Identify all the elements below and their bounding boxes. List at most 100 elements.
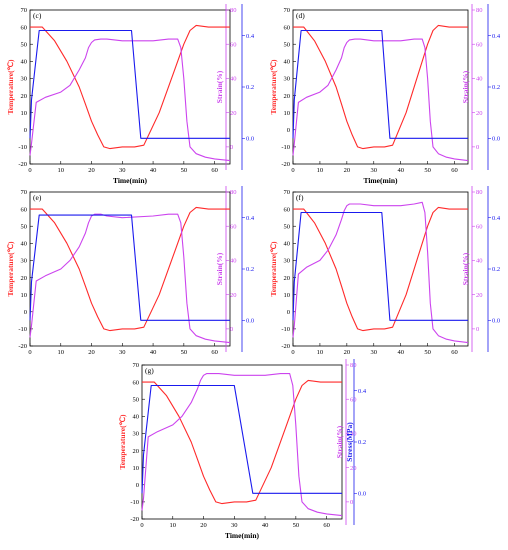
x-tick-label: 30 xyxy=(119,167,126,174)
x-tick-label: 50 xyxy=(424,349,431,356)
temperature-tick-label: 0 xyxy=(24,127,27,134)
x-tick-label: 40 xyxy=(397,167,404,174)
temperature-line xyxy=(30,24,230,150)
panel-label: (c) xyxy=(33,11,42,20)
temperature-tick-label: 0 xyxy=(287,127,290,134)
temperature-tick-label: 50 xyxy=(21,41,28,48)
x-tick-label: 30 xyxy=(371,349,378,356)
strain-tick-label: 80 xyxy=(350,362,357,369)
temperature-line xyxy=(142,379,342,505)
temperature-tick-label: -10 xyxy=(130,499,139,506)
x-tick-label: 40 xyxy=(150,167,157,174)
plot-frame xyxy=(29,191,231,347)
temperature-tick-label: -10 xyxy=(281,326,290,333)
strain-tick-label: 0 xyxy=(476,144,479,151)
temperature-tick-label: -20 xyxy=(281,161,290,168)
x-tick-label: 10 xyxy=(58,167,65,174)
strain-axis-label: Strain(%) xyxy=(461,252,470,285)
strain-tick-label: 20 xyxy=(350,465,357,472)
strain-tick-label: 60 xyxy=(476,41,483,48)
x-tick-label: 30 xyxy=(371,167,378,174)
x-tick-label: 20 xyxy=(88,349,95,356)
strain-tick-label: 20 xyxy=(230,110,237,117)
temperature-tick-label: 40 xyxy=(21,59,28,66)
x-tick-label: 10 xyxy=(317,167,324,174)
temperature-tick-label: 60 xyxy=(284,24,291,31)
plot-frame xyxy=(141,364,343,520)
panel-label: (e) xyxy=(33,193,42,202)
temperature-tick-label: 50 xyxy=(284,223,291,230)
stress-line xyxy=(141,384,342,494)
x-axis-label: Time(min) xyxy=(113,176,148,185)
x-tick-label: 20 xyxy=(200,522,207,529)
strain-tick-label: 60 xyxy=(476,223,483,230)
panel-label: (d) xyxy=(296,11,305,20)
temperature-axis-label: Temperature(℃) xyxy=(269,241,278,297)
stress-tick-label: 0.4 xyxy=(358,388,367,395)
x-tick-label: 40 xyxy=(150,349,157,356)
temperature-tick-label: 0 xyxy=(24,309,27,316)
temperature-tick-label: 60 xyxy=(21,24,28,31)
strain-axis-label: Strain(%) xyxy=(461,70,470,103)
temperature-tick-label: 20 xyxy=(284,275,291,282)
temperature-tick-label: -10 xyxy=(281,144,290,151)
temperature-tick-label: -20 xyxy=(130,516,139,523)
x-tick-label: 60 xyxy=(451,167,458,174)
strain-tick-label: 60 xyxy=(230,41,237,48)
temperature-tick-label: 70 xyxy=(21,7,28,14)
stress-line xyxy=(29,29,230,139)
x-tick-label: 20 xyxy=(344,349,351,356)
x-tick-label: 0 xyxy=(291,349,294,356)
strain-line xyxy=(29,213,231,344)
temperature-tick-label: 40 xyxy=(284,59,291,66)
x-tick-label: 60 xyxy=(323,522,330,529)
chart-panel: -20 -10 0 10 20 30 40 50 60 70 0 10 20 30 40 50 60 0 20 40 6… xyxy=(118,359,367,540)
temperature-tick-label: 50 xyxy=(284,41,291,48)
x-tick-label: 10 xyxy=(317,349,324,356)
temperature-tick-label: 0 xyxy=(136,482,139,489)
stress-tick-label: 0.0 xyxy=(492,136,500,143)
x-tick-label: 0 xyxy=(28,349,31,356)
strain-tick-label: 0 xyxy=(350,499,353,506)
temperature-tick-label: 20 xyxy=(284,93,291,100)
plot-frame xyxy=(29,9,231,165)
stress-tick-label: 0.2 xyxy=(246,84,254,91)
temperature-tick-label: 10 xyxy=(284,110,291,117)
stress-tick-label: 0.0 xyxy=(492,318,500,325)
chart-panel: -20 -10 0 10 20 30 40 50 60 70 0 10 20 30 40 50 60 0 20 40 6… xyxy=(6,4,255,185)
temperature-tick-label: -20 xyxy=(281,343,290,350)
chart-panel: -20 -10 0 10 20 30 40 50 60 70 0 10 20 30 40 50 60 0 20 40 6… xyxy=(269,4,501,185)
temperature-line xyxy=(293,24,468,150)
temperature-line xyxy=(293,206,468,332)
x-tick-label: 10 xyxy=(58,349,65,356)
strain-tick-label: 80 xyxy=(476,189,483,196)
temperature-axis-label: Temperature(℃) xyxy=(6,241,15,297)
strain-axis-label: Strain(%) xyxy=(215,252,224,285)
strain-axis-label: Strain(%) xyxy=(335,425,344,458)
temperature-tick-label: 30 xyxy=(21,258,28,265)
temperature-axis-label: Temperature(℃) xyxy=(269,59,278,115)
strain-tick-label: 60 xyxy=(230,223,237,230)
temperature-tick-label: 40 xyxy=(284,241,291,248)
temperature-tick-label: -10 xyxy=(18,326,27,333)
temperature-tick-label: 50 xyxy=(21,223,28,230)
stress-tick-label: 0.2 xyxy=(358,439,366,446)
stress-line xyxy=(29,214,230,321)
stress-tick-label: 0.0 xyxy=(246,136,254,143)
temperature-tick-label: 0 xyxy=(287,309,290,316)
strain-tick-label: 80 xyxy=(476,7,483,14)
strain-axis-label: Strain(%) xyxy=(215,70,224,103)
x-tick-label: 60 xyxy=(211,167,218,174)
temperature-tick-label: 30 xyxy=(133,431,140,438)
strain-tick-label: 0 xyxy=(230,144,233,151)
x-tick-label: 40 xyxy=(397,349,404,356)
temperature-tick-label: 40 xyxy=(133,414,140,421)
stress-line xyxy=(292,29,468,139)
temperature-tick-label: 60 xyxy=(284,206,291,213)
stress-tick-label: 0.0 xyxy=(246,318,254,325)
x-tick-label: 60 xyxy=(451,349,458,356)
strain-tick-label: 0 xyxy=(476,326,479,333)
strain-tick-label: 80 xyxy=(230,189,237,196)
strain-tick-label: 40 xyxy=(350,431,357,438)
